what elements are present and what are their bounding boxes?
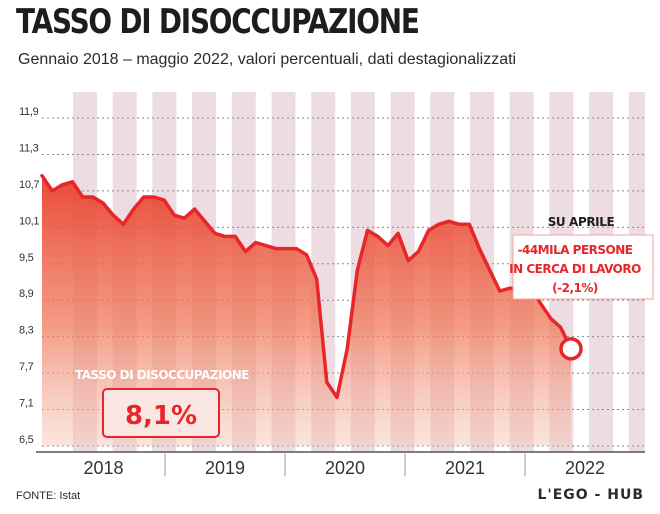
x-tick-label: 2022 [565,458,605,478]
x-tick-label: 2018 [83,458,123,478]
x-tick-label: 2020 [325,458,365,478]
page-title: TASSO DI DISOCCUPAZIONE [16,2,420,42]
y-tick-label: 10,1 [19,215,39,227]
rate-badge [102,388,220,438]
y-tick-label: 7,1 [19,398,34,410]
y-tick-label: 11,9 [19,106,39,118]
y-tick-label: 8,3 [19,325,34,337]
callout-line: IN CERCA DI LAVORO [509,262,641,276]
area-fill [42,175,571,446]
y-tick-label: 6,5 [19,434,34,446]
callout-line: -44MILA PERSONE [517,243,632,257]
rate-label: TASSO DI DISOCCUPAZIONE [75,368,249,382]
x-tick-label: 2021 [445,458,485,478]
rate-value: 8,1% [125,401,197,431]
y-tick-label: 10,7 [19,179,39,191]
callout-box [512,234,654,300]
source-note: FONTE: Istat [16,490,81,502]
callout-line: (-2,1%) [552,281,598,295]
page-subtitle: Gennaio 2018 – maggio 2022, valori perce… [18,51,517,68]
brand-logo: L'EGO - HUB [537,487,644,503]
series-line [40,173,573,400]
y-tick-label: 8,9 [19,288,34,300]
last-point [559,337,583,361]
y-tick-label: 9,5 [19,252,34,264]
callout-title: SU APRILE [548,215,615,229]
y-tick-label: 7,7 [19,361,34,373]
y-tick-label: 11,3 [19,142,39,154]
x-tick-label: 2019 [205,458,245,478]
